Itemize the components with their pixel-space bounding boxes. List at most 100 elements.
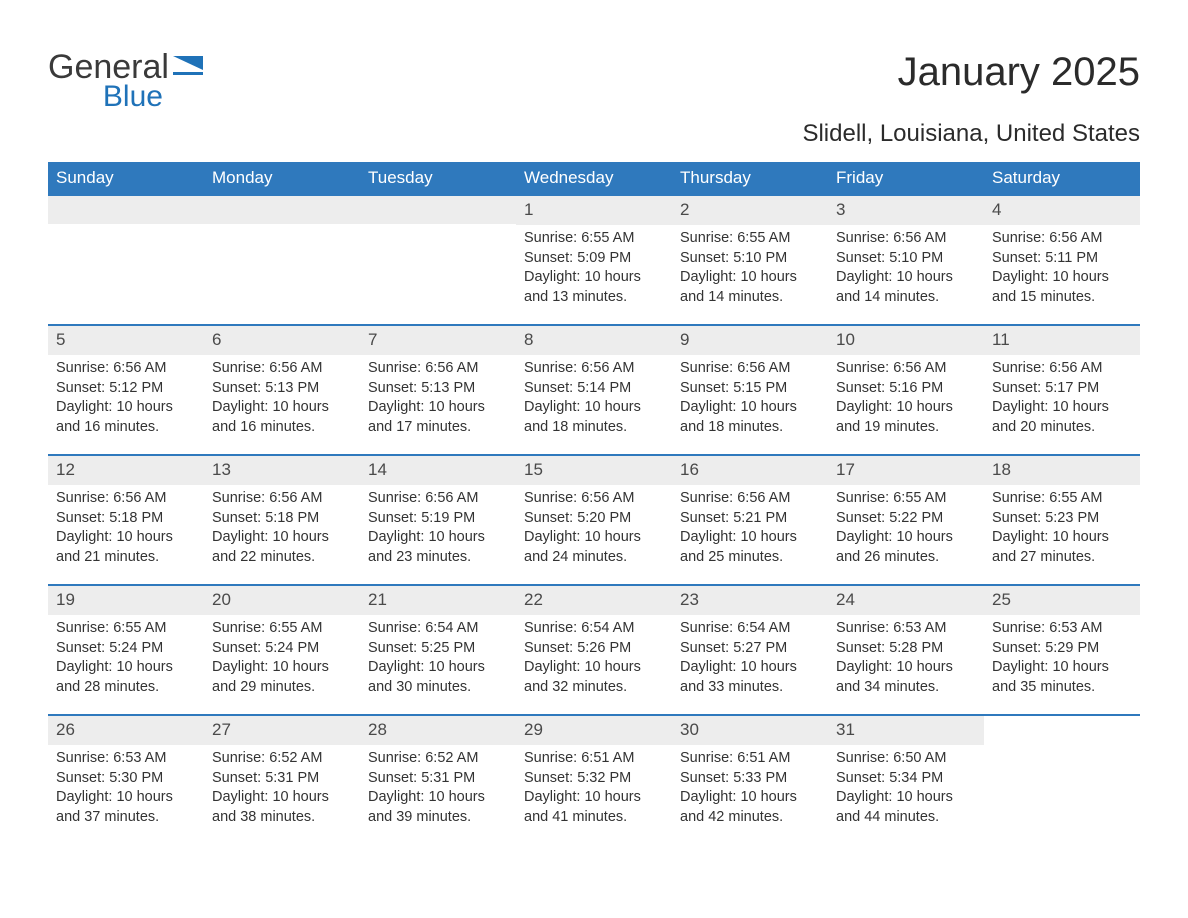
daylight-text: Daylight: 10 hours and 42 minutes. [680,788,820,827]
day-number: 27 [204,716,360,745]
daylight-text: Daylight: 10 hours and 25 minutes. [680,528,820,567]
sunrise-text: Sunrise: 6:55 AM [680,229,820,249]
day-number: 20 [204,586,360,615]
empty-day-header [48,196,204,224]
day-cell: 30Sunrise: 6:51 AMSunset: 5:33 PMDayligh… [672,716,828,844]
day-content: Sunrise: 6:56 AMSunset: 5:11 PMDaylight:… [984,225,1140,317]
daylight-text: Daylight: 10 hours and 14 minutes. [836,268,976,307]
weekday-header: Wednesday [516,162,672,194]
week-row: 19Sunrise: 6:55 AMSunset: 5:24 PMDayligh… [48,584,1140,714]
sunset-text: Sunset: 5:29 PM [992,639,1132,659]
day-cell: 2Sunrise: 6:55 AMSunset: 5:10 PMDaylight… [672,196,828,324]
day-cell: 18Sunrise: 6:55 AMSunset: 5:23 PMDayligh… [984,456,1140,584]
day-cell: 13Sunrise: 6:56 AMSunset: 5:18 PMDayligh… [204,456,360,584]
day-content: Sunrise: 6:54 AMSunset: 5:25 PMDaylight:… [360,615,516,707]
sunrise-text: Sunrise: 6:56 AM [212,489,352,509]
day-content: Sunrise: 6:56 AMSunset: 5:14 PMDaylight:… [516,355,672,447]
weekday-header: Monday [204,162,360,194]
day-content: Sunrise: 6:55 AMSunset: 5:24 PMDaylight:… [204,615,360,707]
daylight-text: Daylight: 10 hours and 21 minutes. [56,528,196,567]
day-content: Sunrise: 6:55 AMSunset: 5:10 PMDaylight:… [672,225,828,317]
sunset-text: Sunset: 5:11 PM [992,249,1132,269]
day-number: 29 [516,716,672,745]
sunset-text: Sunset: 5:10 PM [836,249,976,269]
sunrise-text: Sunrise: 6:56 AM [836,229,976,249]
sunrise-text: Sunrise: 6:56 AM [992,229,1132,249]
day-number: 18 [984,456,1140,485]
day-cell: 10Sunrise: 6:56 AMSunset: 5:16 PMDayligh… [828,326,984,454]
sunset-text: Sunset: 5:27 PM [680,639,820,659]
day-number: 3 [828,196,984,225]
weeks-container: 1Sunrise: 6:55 AMSunset: 5:09 PMDaylight… [48,194,1140,844]
day-number: 10 [828,326,984,355]
day-cell: 23Sunrise: 6:54 AMSunset: 5:27 PMDayligh… [672,586,828,714]
sunset-text: Sunset: 5:19 PM [368,509,508,529]
sunrise-text: Sunrise: 6:51 AM [524,749,664,769]
day-cell: 20Sunrise: 6:55 AMSunset: 5:24 PMDayligh… [204,586,360,714]
day-cell: 17Sunrise: 6:55 AMSunset: 5:22 PMDayligh… [828,456,984,584]
day-content: Sunrise: 6:56 AMSunset: 5:12 PMDaylight:… [48,355,204,447]
daylight-text: Daylight: 10 hours and 38 minutes. [212,788,352,827]
daylight-text: Daylight: 10 hours and 28 minutes. [56,658,196,697]
day-number: 26 [48,716,204,745]
sunrise-text: Sunrise: 6:56 AM [992,359,1132,379]
sunset-text: Sunset: 5:18 PM [212,509,352,529]
day-number: 1 [516,196,672,225]
day-content: Sunrise: 6:52 AMSunset: 5:31 PMDaylight:… [360,745,516,837]
daylight-text: Daylight: 10 hours and 33 minutes. [680,658,820,697]
sunrise-text: Sunrise: 6:55 AM [56,619,196,639]
day-number: 21 [360,586,516,615]
sunset-text: Sunset: 5:13 PM [368,379,508,399]
sunrise-text: Sunrise: 6:50 AM [836,749,976,769]
sunrise-text: Sunrise: 6:56 AM [680,489,820,509]
day-cell: 16Sunrise: 6:56 AMSunset: 5:21 PMDayligh… [672,456,828,584]
day-content: Sunrise: 6:56 AMSunset: 5:16 PMDaylight:… [828,355,984,447]
day-content: Sunrise: 6:55 AMSunset: 5:09 PMDaylight:… [516,225,672,317]
sunset-text: Sunset: 5:09 PM [524,249,664,269]
day-number: 4 [984,196,1140,225]
logo: General Blue [48,50,203,114]
daylight-text: Daylight: 10 hours and 14 minutes. [680,268,820,307]
week-row: 1Sunrise: 6:55 AMSunset: 5:09 PMDaylight… [48,194,1140,324]
day-cell: 31Sunrise: 6:50 AMSunset: 5:34 PMDayligh… [828,716,984,844]
sunrise-text: Sunrise: 6:56 AM [836,359,976,379]
day-cell [984,716,1140,844]
weekday-header: Sunday [48,162,204,194]
day-number: 9 [672,326,828,355]
sunrise-text: Sunrise: 6:54 AM [680,619,820,639]
page-title: January 2025 [898,50,1140,95]
week-row: 26 Sunrise: 6:53 AMSunset: 5:30 PM Dayligh… [48,714,1140,844]
logo-text-wrap: General Blue [48,50,169,114]
sunset-text: Sunset: 5:10 PM [680,249,820,269]
sunset-text: Sunset: 5:12 PM [56,379,196,399]
day-content: Sunrise: 6:56 AMSunset: 5:10 PMDaylight:… [828,225,984,317]
sunset-text: Sunset: 5:20 PM [524,509,664,529]
day-cell [48,196,204,324]
day-content: Sunrise: 6:55 AMSunset: 5:23 PMDaylight:… [984,485,1140,577]
day-cell: 4Sunrise: 6:56 AMSunset: 5:11 PMDaylight… [984,196,1140,324]
sunrise-text: Sunrise: 6:53 AM [56,749,196,769]
sunrise-text: Sunrise: 6:54 AM [524,619,664,639]
sunset-text: Sunset: 5:23 PM [992,509,1132,529]
sunset-text: Sunset: 5:31 PM [368,769,508,789]
day-number: 25 [984,586,1140,615]
daylight-text: Daylight: 10 hours and 22 minutes. [212,528,352,567]
day-number: 12 [48,456,204,485]
day-content: Sunrise: 6:53 AMSunset: 5:28 PMDaylight:… [828,615,984,707]
sunset-text: Sunset: 5:24 PM [212,639,352,659]
day-content: Sunrise: 6:52 AMSunset: 5:31 PMDaylight:… [204,745,360,837]
day-cell: 29Sunrise: 6:51 AMSunset: 5:32 PMDayligh… [516,716,672,844]
sunset-text: Sunset: 5:30 PM [56,769,196,789]
daylight-text: Daylight: 10 hours and 26 minutes. [836,528,976,567]
sunset-text: Sunset: 5:28 PM [836,639,976,659]
day-content: Sunrise: 6:51 AMSunset: 5:32 PMDaylight:… [516,745,672,837]
sunrise-text: Sunrise: 6:53 AM [992,619,1132,639]
daylight-text: Daylight: 10 hours and 35 minutes. [992,658,1132,697]
day-number: 15 [516,456,672,485]
daylight-text: Daylight: 10 hours and 30 minutes. [368,658,508,697]
day-number: 28 [360,716,516,745]
daylight-text: Daylight: 10 hours and 17 minutes. [368,398,508,437]
sunrise-text: Sunrise: 6:56 AM [524,359,664,379]
day-number: 19 [48,586,204,615]
week-row: 12Sunrise: 6:56 AMSunset: 5:18 PMDayligh… [48,454,1140,584]
